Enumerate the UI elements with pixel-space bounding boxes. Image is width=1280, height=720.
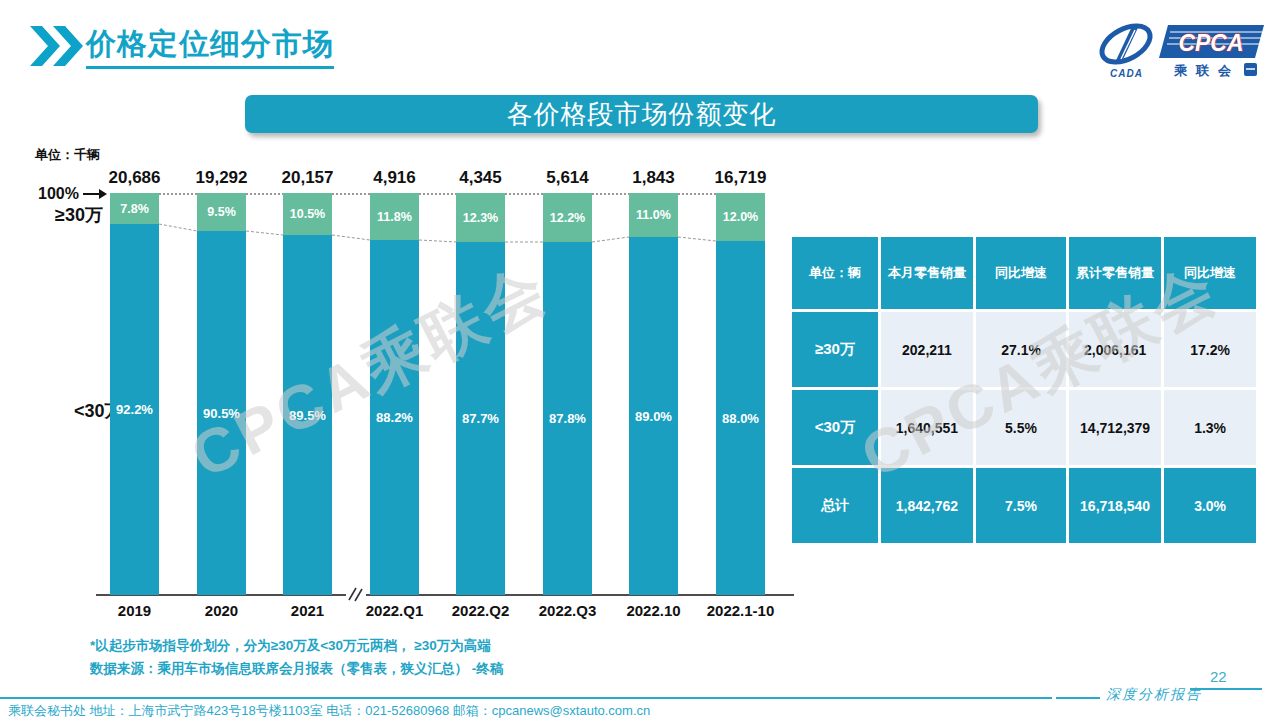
footer-contact: 乘联会秘书处 地址：上海市武宁路423号18号楼1103室 电话：021-526… [8, 702, 650, 720]
data-cell: 3.0% [1164, 468, 1256, 543]
data-cell: 5.5% [976, 390, 1066, 465]
row-label-cell: 总计 [792, 468, 878, 543]
page-title: 价格定位细分市场 [86, 24, 334, 69]
chart-title-banner: 各价格段市场份额变化 [245, 95, 1038, 133]
data-cell: 7.5% [976, 468, 1066, 543]
bar-2022.Q3: 5,61412.2%87.8% [543, 193, 592, 595]
data-cell: 17.2% [1164, 312, 1256, 387]
segment-ge30: 9.5% [197, 193, 246, 231]
bar-2022.10: 1,84311.0%89.0% [629, 193, 678, 595]
segment-lt30: 90.5% [197, 231, 246, 595]
segment-lt30: 89.5% [283, 235, 332, 595]
segment-lt30: 87.8% [543, 242, 592, 595]
stacked-bar-chart: 20,6867.8%92.2%201919,2929.5%90.5%202020… [100, 193, 790, 595]
cpca-logo: CADA CPCA 乘联会 [1092, 18, 1264, 82]
page-number: 22 [1210, 668, 1227, 685]
data-cell: 2,006,161 [1069, 312, 1161, 387]
report-divider-right [1190, 688, 1262, 690]
segment-ge30: 12.3% [456, 193, 505, 242]
x-axis-label: 2022.1-10 [686, 602, 796, 619]
footnote-source: 数据来源：乘用车市场信息联席会月报表（零售表，狭义汇总） -终稿 [90, 660, 503, 678]
table-row: ≥30万202,21127.1%2,006,16117.2% [792, 312, 1256, 387]
cpca-banner-icon: CPCA 乘联会 [1159, 25, 1264, 78]
segment-ge30: 10.5% [283, 193, 332, 235]
data-cell: 1,640,551 [881, 390, 973, 465]
segment-lt30: 88.2% [370, 240, 419, 595]
axis-break-mark [346, 584, 366, 605]
data-cell: 27.1% [976, 312, 1066, 387]
bar-2019: 20,6867.8%92.2% [110, 193, 159, 595]
bar-total-label: 16,719 [686, 168, 796, 188]
bar-2022.1-10: 16,71912.0%88.0% [716, 193, 765, 595]
segment-lt30: 89.0% [629, 237, 678, 595]
retail-sales-table: 单位：辆本月零售销量同比增速累计零售销量同比增速≥30万202,21127.1%… [789, 234, 1259, 546]
data-cell: 202,211 [881, 312, 973, 387]
row-label-cell: ≥30万 [792, 312, 878, 387]
logo-cn-text: 乘联会 [1173, 63, 1240, 78]
table-header-cell: 同比增速 [1164, 237, 1256, 309]
data-cell: 14,712,379 [1069, 390, 1161, 465]
table-header-cell: 同比增速 [976, 237, 1066, 309]
unit-label: 单位：千辆 [35, 146, 100, 164]
table-header-cell: 累计零售销量 [1069, 237, 1161, 309]
segment-lt30: 87.7% [456, 242, 505, 595]
data-cell: 16,718,540 [1069, 468, 1161, 543]
segment-lt30: 88.0% [716, 241, 765, 595]
footer-divider [0, 697, 1052, 699]
table-row: 总计1,842,7627.5%16,718,5403.0% [792, 468, 1256, 543]
footnote-definition: *以起步市场指导价划分，分为≥30万及<30万元两档， ≥30万为高端 [90, 637, 491, 655]
cada-emblem-icon: CADA [1096, 19, 1156, 79]
segment-lt30: 92.2% [110, 224, 159, 595]
svg-text:CADA: CADA [1110, 68, 1143, 79]
logo-cpca-text: CPCA [1178, 30, 1243, 56]
data-cell: 1.3% [1164, 390, 1256, 465]
row-label-cell: <30万 [792, 390, 878, 465]
report-divider-left [1056, 697, 1100, 699]
bar-2020: 19,2929.5%90.5% [197, 193, 246, 595]
bar-2021: 20,15710.5%89.5% [283, 193, 332, 595]
table-row: <30万1,640,5515.5%14,712,3791.3% [792, 390, 1256, 465]
bar-2022.Q2: 4,34512.3%87.7% [456, 193, 505, 595]
bar-2022.Q1: 4,91611.8%88.2% [370, 193, 419, 595]
table-header-cell: 本月零售销量 [881, 237, 973, 309]
report-label: 深度分析报告 [1106, 686, 1202, 704]
segment-ge30: 11.8% [370, 193, 419, 240]
slide: 价格定位细分市场 CADA CPCA 乘联会 各价格段市场份额变化 单位：千 [0, 0, 1280, 720]
segment-ge30: 12.2% [543, 193, 592, 242]
segment-ge30: 7.8% [110, 193, 159, 224]
double-chevron-icon [30, 26, 84, 66]
segment-ge30: 11.0% [629, 193, 678, 237]
data-cell: 1,842,762 [881, 468, 973, 543]
table-header-cell: 单位：辆 [792, 237, 878, 309]
segment-ge30: 12.0% [716, 193, 765, 241]
upper-segment-label: ≥30万 [55, 203, 103, 227]
